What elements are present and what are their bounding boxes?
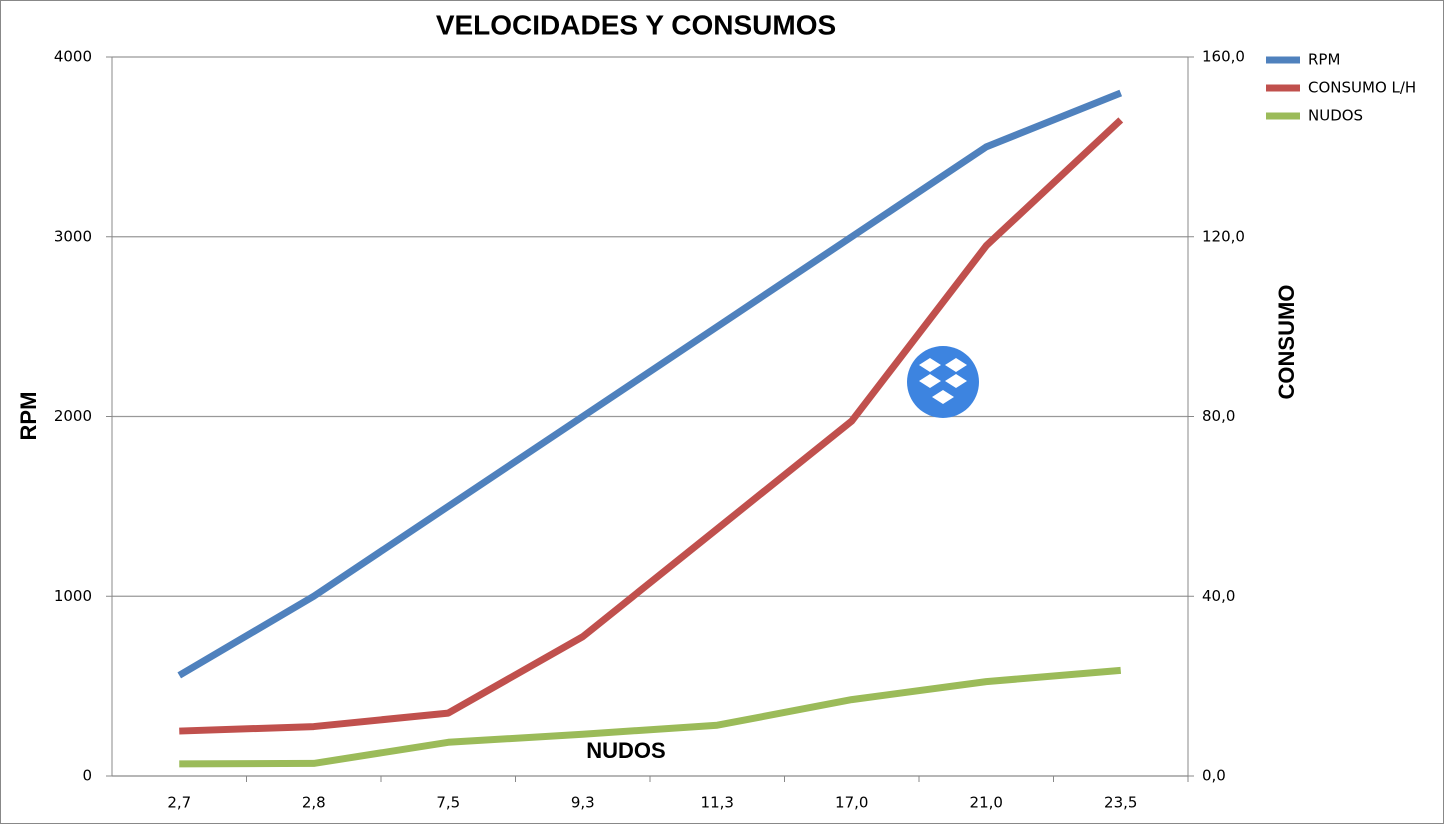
plot: 0 1000 2000 3000 4000 0,0 40,0 80,0 120,0 160,0 2,…: [54, 48, 1416, 812]
y-tick-label: 4000: [54, 48, 92, 66]
y-axis-title: RPM: [16, 392, 41, 441]
y-tick-label: 2000: [54, 407, 92, 425]
chart-title: VELOCIDADES Y CONSUMOS: [436, 9, 836, 40]
annotation: NUDOS: [586, 738, 665, 763]
series-line: [179, 117, 1124, 735]
x-tick-label: 2,7: [167, 794, 191, 812]
y-tick-label: 3000: [54, 227, 92, 245]
series-line: [179, 666, 1122, 768]
y2-tick-label: 120,0: [1202, 227, 1245, 245]
x-tick-label: 11,3: [701, 794, 734, 812]
y-tick-label: 1000: [54, 587, 92, 605]
legend-label: CONSUMO L/H: [1308, 79, 1416, 97]
x-tick-label: 9,3: [571, 794, 595, 812]
y2-tick-label: 160,0: [1202, 48, 1245, 66]
x-tick-label: 21,0: [970, 794, 1003, 812]
dropbox-icon: [907, 346, 979, 418]
legend-label: NUDOS: [1308, 107, 1363, 125]
legend-label: RPM: [1308, 51, 1340, 69]
y2-tick-label: 80,0: [1202, 407, 1235, 425]
series-line: [177, 89, 1123, 679]
x-tick-label: 23,5: [1104, 794, 1137, 812]
x-tick-label: 7,5: [436, 794, 460, 812]
y2-axis-title: CONSUMO: [1274, 285, 1299, 400]
y-tick-label: 0: [82, 767, 92, 785]
x-tick-label: 2,8: [302, 794, 326, 812]
y2-tick-label: 0,0: [1202, 767, 1226, 785]
y2-tick-label: 40,0: [1202, 587, 1235, 605]
x-tick-label: 17,0: [835, 794, 868, 812]
